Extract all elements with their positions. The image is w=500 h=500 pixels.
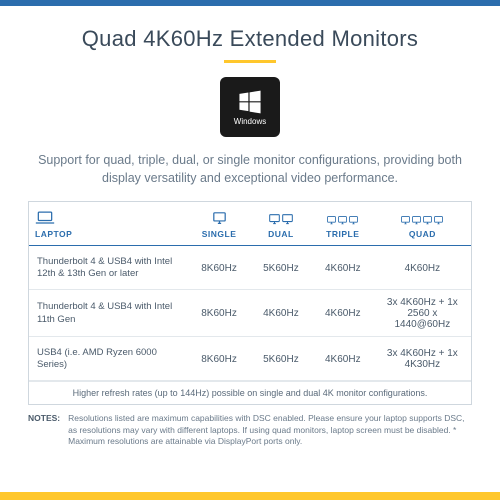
- th-quad: QUAD: [374, 202, 471, 245]
- th-triple: TRIPLE: [312, 202, 374, 245]
- cell-quad: 4K60Hz: [374, 256, 471, 280]
- laptop-icon: [35, 211, 55, 225]
- table-row: Thunderbolt 4 & USB4 with Intel 12th & 1…: [29, 246, 471, 290]
- windows-badge: Windows: [220, 77, 280, 137]
- cell-triple: 4K60Hz: [312, 347, 374, 371]
- table-row: Thunderbolt 4 & USB4 with Intel 11th Gen…: [29, 290, 471, 337]
- os-label: Windows: [234, 117, 266, 126]
- table-row: USB4 (i.e. AMD Ryzen 6000 Series) 8K60Hz…: [29, 337, 471, 381]
- page-title: Quad 4K60Hz Extended Monitors: [28, 26, 472, 52]
- th-laptop: LAPTOP: [29, 202, 188, 245]
- cell-dual: 5K60Hz: [250, 256, 312, 280]
- resolution-table: LAPTOP SINGLE DUAL: [28, 201, 472, 405]
- top-stripe: [0, 0, 500, 6]
- notes: NOTES: Resolutions listed are maximum ca…: [28, 413, 472, 447]
- windows-icon: [237, 89, 263, 115]
- th-quad-label: QUAD: [409, 229, 436, 239]
- cell-dual: 5K60Hz: [250, 347, 312, 371]
- subtitle: Support for quad, triple, dual, or singl…: [28, 151, 472, 187]
- cell-laptop: Thunderbolt 4 & USB4 with Intel 12th & 1…: [29, 249, 188, 287]
- cell-single: 8K60Hz: [188, 347, 250, 371]
- th-dual: DUAL: [250, 202, 312, 245]
- cell-quad: 3x 4K60Hz + 1x 4K30Hz: [374, 341, 471, 376]
- notes-label: NOTES:: [28, 413, 60, 424]
- table-header: LAPTOP SINGLE DUAL: [29, 202, 471, 246]
- cell-triple: 4K60Hz: [312, 301, 374, 325]
- th-dual-label: DUAL: [268, 229, 294, 239]
- cell-laptop: Thunderbolt 4 & USB4 with Intel 11th Gen: [29, 294, 188, 332]
- bottom-stripe: [0, 492, 500, 500]
- title-underline: [224, 60, 276, 63]
- notes-body: Resolutions listed are maximum capabilit…: [68, 413, 472, 447]
- content: Quad 4K60Hz Extended Monitors Windows Su…: [0, 0, 500, 488]
- cell-triple: 4K60Hz: [312, 256, 374, 280]
- cell-single: 8K60Hz: [188, 256, 250, 280]
- table-footnote: Higher refresh rates (up to 144Hz) possi…: [29, 381, 471, 404]
- single-monitor-icon: [213, 209, 226, 225]
- th-single-label: SINGLE: [202, 229, 237, 239]
- quad-monitor-icon: [401, 209, 443, 225]
- cell-dual: 4K60Hz: [250, 301, 312, 325]
- triple-monitor-icon: [327, 209, 358, 225]
- dual-monitor-icon: [269, 209, 293, 225]
- th-triple-label: TRIPLE: [326, 229, 359, 239]
- th-single: SINGLE: [188, 202, 250, 245]
- cell-laptop: USB4 (i.e. AMD Ryzen 6000 Series): [29, 340, 188, 378]
- th-laptop-label: LAPTOP: [35, 229, 72, 239]
- cell-quad: 3x 4K60Hz + 1x 2560 x 1440@60Hz: [374, 290, 471, 336]
- cell-single: 8K60Hz: [188, 301, 250, 325]
- table-body: Thunderbolt 4 & USB4 with Intel 12th & 1…: [29, 246, 471, 404]
